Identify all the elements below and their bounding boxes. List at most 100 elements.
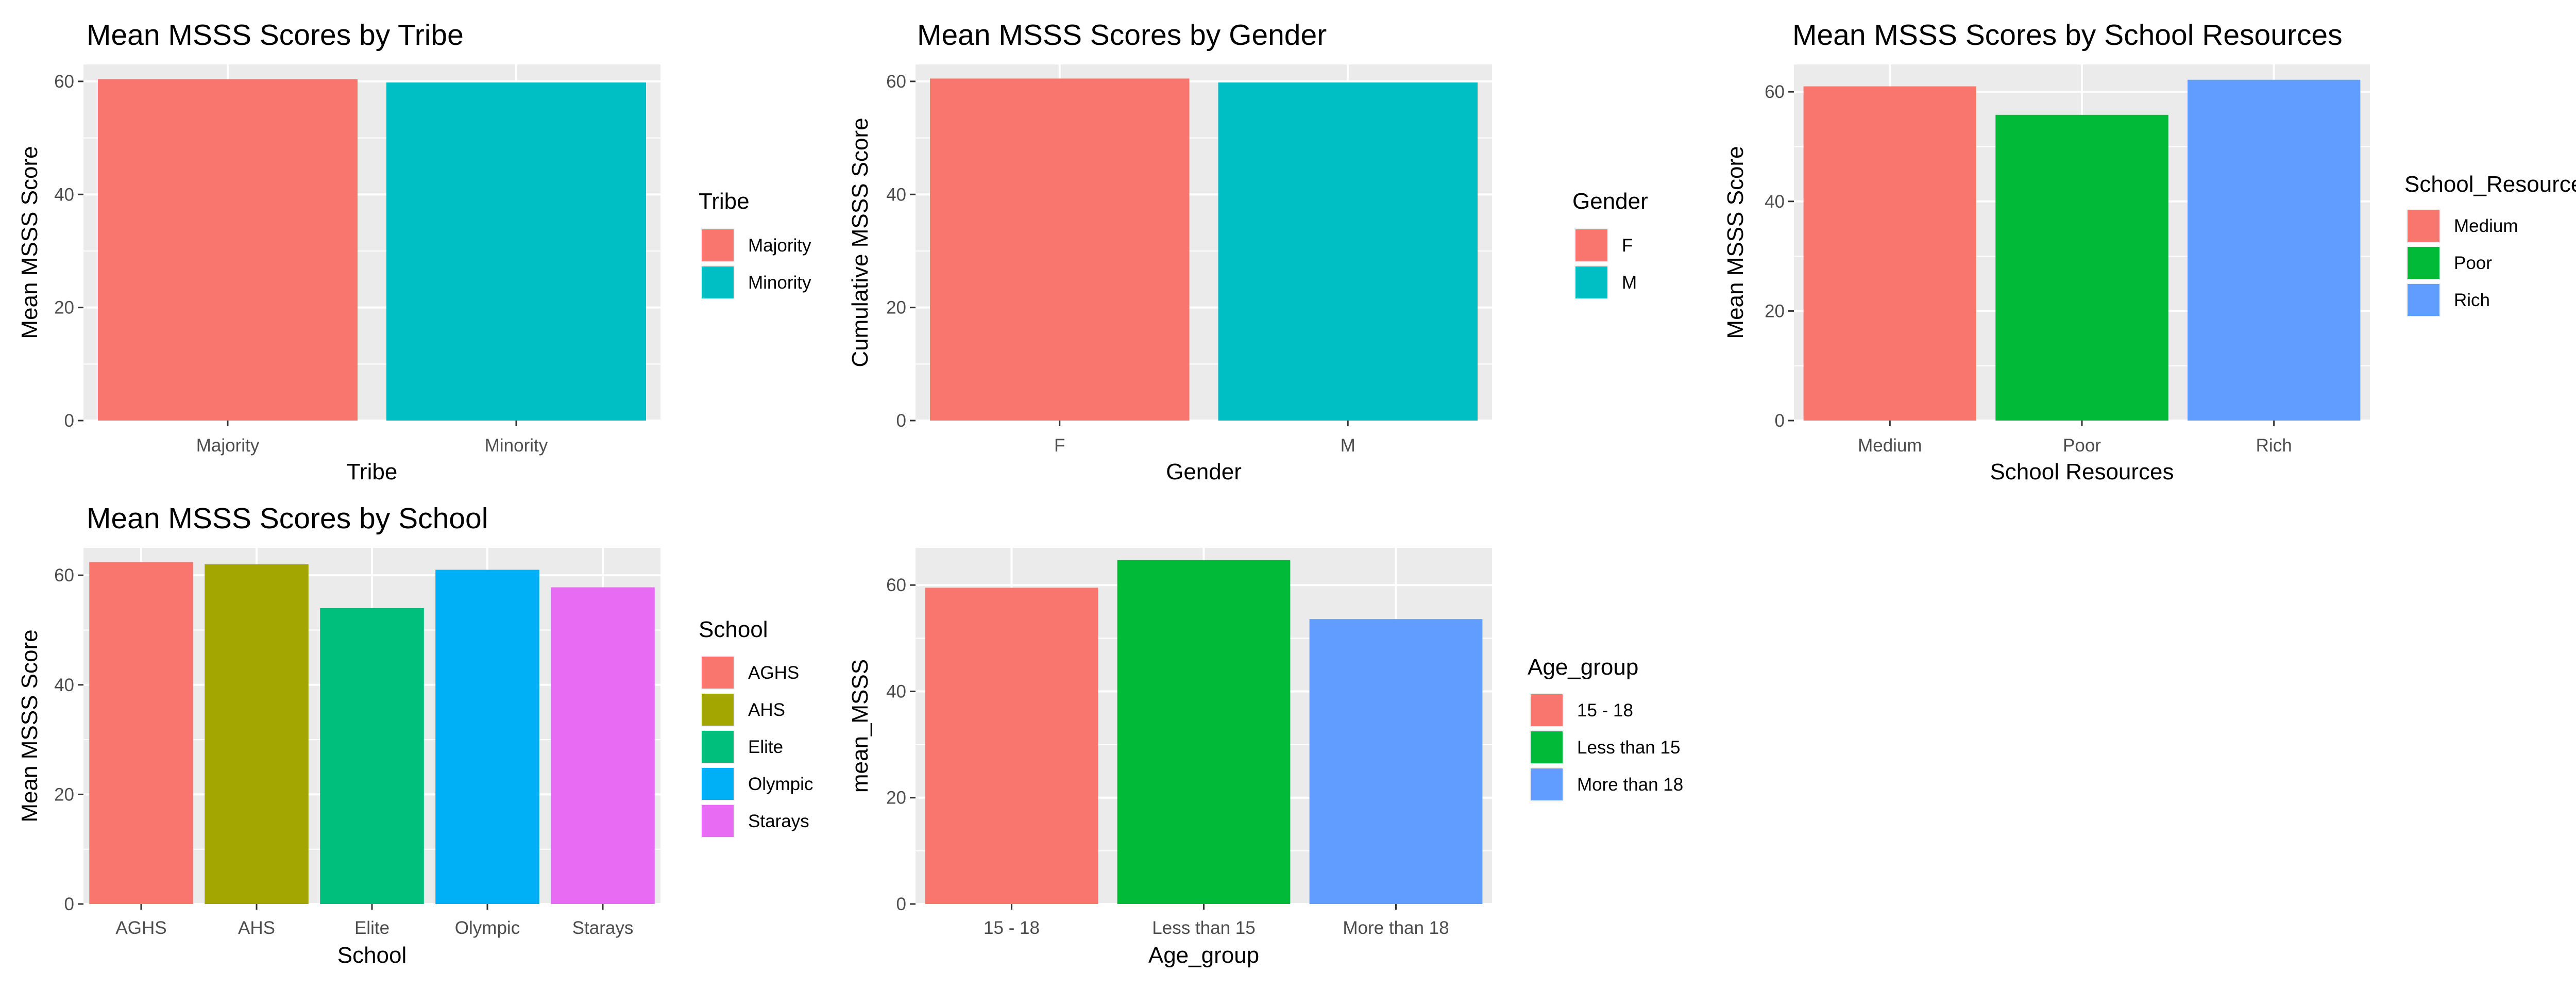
chart-3-legend-swatch-rich — [2408, 284, 2439, 316]
chart-4-ytick-label: 40 — [54, 675, 74, 695]
chart-4-title: Mean MSSS Scores by School — [87, 502, 488, 535]
chart-5-legend-label-less-than-15: Less than 15 — [1577, 738, 1680, 758]
chart-4-xtick-label: AHS — [238, 918, 275, 938]
chart-3-xtick-label: Rich — [2256, 436, 2292, 456]
chart-5-bar-less-than-15 — [1117, 560, 1291, 904]
chart-3-bar-poor — [1995, 114, 2168, 421]
chart-2-legend-swatch-f — [1575, 229, 1607, 261]
chart-1-ytick-label: 40 — [54, 185, 74, 205]
chart-3-legend-swatch-poor — [2408, 247, 2439, 279]
chart-4-x-axis-title: School — [337, 943, 407, 968]
chart-5-legend-label-15-18: 15 - 18 — [1577, 700, 1633, 721]
chart-4-legend-label-ahs: AHS — [748, 700, 785, 720]
chart-3-ytick-label: 20 — [1765, 301, 1785, 321]
chart-3-ytick-label: 60 — [1765, 82, 1785, 102]
chart-5-xtick-label: 15 - 18 — [984, 918, 1040, 938]
chart-3-legend-label-rich: Rich — [2454, 290, 2490, 310]
chart-4-legend-label-olympic: Olympic — [748, 774, 813, 794]
chart-4-legend-label-elite: Elite — [748, 737, 783, 757]
chart-3-bar-rich — [2187, 79, 2361, 421]
chart-3-x-axis-title: School Resources — [1990, 459, 2174, 484]
chart-1-legend-label-majority: Majority — [748, 236, 811, 256]
chart-5-legend-swatch-more-than-18 — [1531, 768, 1563, 800]
chart-4-legend-label-aghs: AGHS — [748, 663, 799, 683]
chart-2-bar-f — [929, 78, 1190, 421]
chart-2-x-axis-title: Gender — [1166, 459, 1242, 484]
chart-4-bar-aghs — [89, 562, 193, 904]
chart-3-title: Mean MSSS Scores by School Resources — [1792, 19, 2343, 52]
chart-4-xtick-label: AGHS — [115, 918, 166, 938]
chart-2-ytick-label: 20 — [886, 298, 906, 318]
chart-2-ytick-label: 0 — [896, 411, 906, 431]
chart-1-legend-label-minority: Minority — [748, 273, 811, 293]
chart-2-legend-swatch-m — [1575, 266, 1607, 298]
chart-4-legend-swatch-olympic — [702, 768, 734, 800]
chart-1-bar-majority — [98, 79, 358, 421]
chart-1-legend-swatch-majority — [702, 229, 734, 261]
chart-4-legend-swatch-starays — [702, 805, 734, 837]
chart-1-legend-swatch-minority — [702, 266, 734, 298]
chart-4-xtick-label: Starays — [572, 918, 634, 938]
chart-5-ytick-label: 0 — [896, 894, 906, 914]
chart-4-legend-label-starays: Starays — [748, 811, 809, 831]
chart-5-xtick-label: Less than 15 — [1152, 918, 1255, 938]
chart-5-y-axis-title: mean_MSSS — [848, 659, 873, 793]
chart-4-bar-elite — [320, 608, 424, 904]
chart-3-legend-label-poor: Poor — [2454, 253, 2492, 273]
chart-5-legend-swatch-less-than-15 — [1531, 731, 1563, 763]
chart-1-bar-minority — [386, 82, 646, 421]
chart-2-ytick-label: 40 — [886, 185, 906, 205]
chart-4-ytick-label: 60 — [54, 565, 74, 585]
chart-5-ytick-label: 40 — [886, 681, 906, 701]
chart-1-x-axis-title: Tribe — [347, 459, 398, 484]
chart-5-ytick-label: 20 — [886, 788, 906, 808]
chart-4-bar-olympic — [435, 570, 539, 904]
chart-4-y-axis-title: Mean MSSS Score — [17, 629, 42, 822]
chart-5-ytick-label: 60 — [886, 575, 906, 595]
chart-1-legend-title: Tribe — [699, 189, 750, 214]
chart-2-legend-title: Gender — [1572, 189, 1648, 214]
chart-5-bar-more-than-18 — [1309, 619, 1483, 904]
chart-3-bar-medium — [1803, 86, 1977, 421]
chart-2-legend-label-f: F — [1622, 236, 1633, 256]
chart-3-y-axis-title: Mean MSSS Score — [1723, 146, 1748, 339]
chart-1-y-axis-title: Mean MSSS Score — [17, 146, 42, 339]
chart-2-y-axis-title: Cumulative MSSS Score — [848, 118, 873, 367]
chart-4-xtick-label: Elite — [354, 918, 389, 938]
chart-5-legend-label-more-than-18: More than 18 — [1577, 775, 1683, 795]
chart-5-bar-15-18 — [925, 588, 1098, 904]
chart-1-xtick-label: Majority — [196, 436, 260, 456]
chart-4-ytick-label: 0 — [64, 894, 74, 914]
chart-4-bar-starays — [551, 587, 655, 904]
chart-4-legend-swatch-elite — [702, 731, 734, 763]
chart-1-ytick-label: 60 — [54, 72, 74, 92]
chart-5-x-axis-title: Age_group — [1148, 943, 1259, 968]
chart-4-legend-title: School — [699, 617, 768, 642]
chart-1-ytick-label: 20 — [54, 298, 74, 318]
chart-2-legend-label-m: M — [1622, 273, 1637, 293]
chart-5-legend-title: Age_group — [1528, 655, 1638, 680]
chart-3-xtick-label: Poor — [2063, 436, 2101, 456]
chart-3-ytick-label: 40 — [1765, 192, 1785, 212]
chart-3-ytick-label: 0 — [1775, 411, 1785, 431]
chart-1-title: Mean MSSS Scores by Tribe — [87, 19, 464, 52]
chart-4-legend-swatch-aghs — [702, 657, 734, 689]
chart-4-bar-ahs — [205, 564, 309, 904]
chart-4-xtick-label: Olympic — [455, 918, 520, 938]
chart-3-legend-label-medium: Medium — [2454, 216, 2518, 236]
chart-3-legend-swatch-medium — [2408, 210, 2439, 242]
chart-4-ytick-label: 20 — [54, 784, 74, 805]
chart-1-ytick-label: 0 — [64, 411, 74, 431]
chart-2-title: Mean MSSS Scores by Gender — [917, 19, 1327, 52]
chart-4-legend-swatch-ahs — [702, 694, 734, 726]
chart-1-xtick-label: Minority — [485, 436, 548, 456]
chart-3-xtick-label: Medium — [1858, 436, 1922, 456]
chart-2-xtick-label: M — [1341, 436, 1355, 456]
chart-5-xtick-label: More than 18 — [1343, 918, 1449, 938]
chart-3-legend-title: School_Resources — [2404, 172, 2576, 197]
chart-2-bar-m — [1218, 82, 1478, 421]
chart-2-ytick-label: 60 — [886, 72, 906, 92]
chart-5-legend-swatch-15-18 — [1531, 694, 1563, 726]
chart-2-xtick-label: F — [1054, 436, 1065, 456]
